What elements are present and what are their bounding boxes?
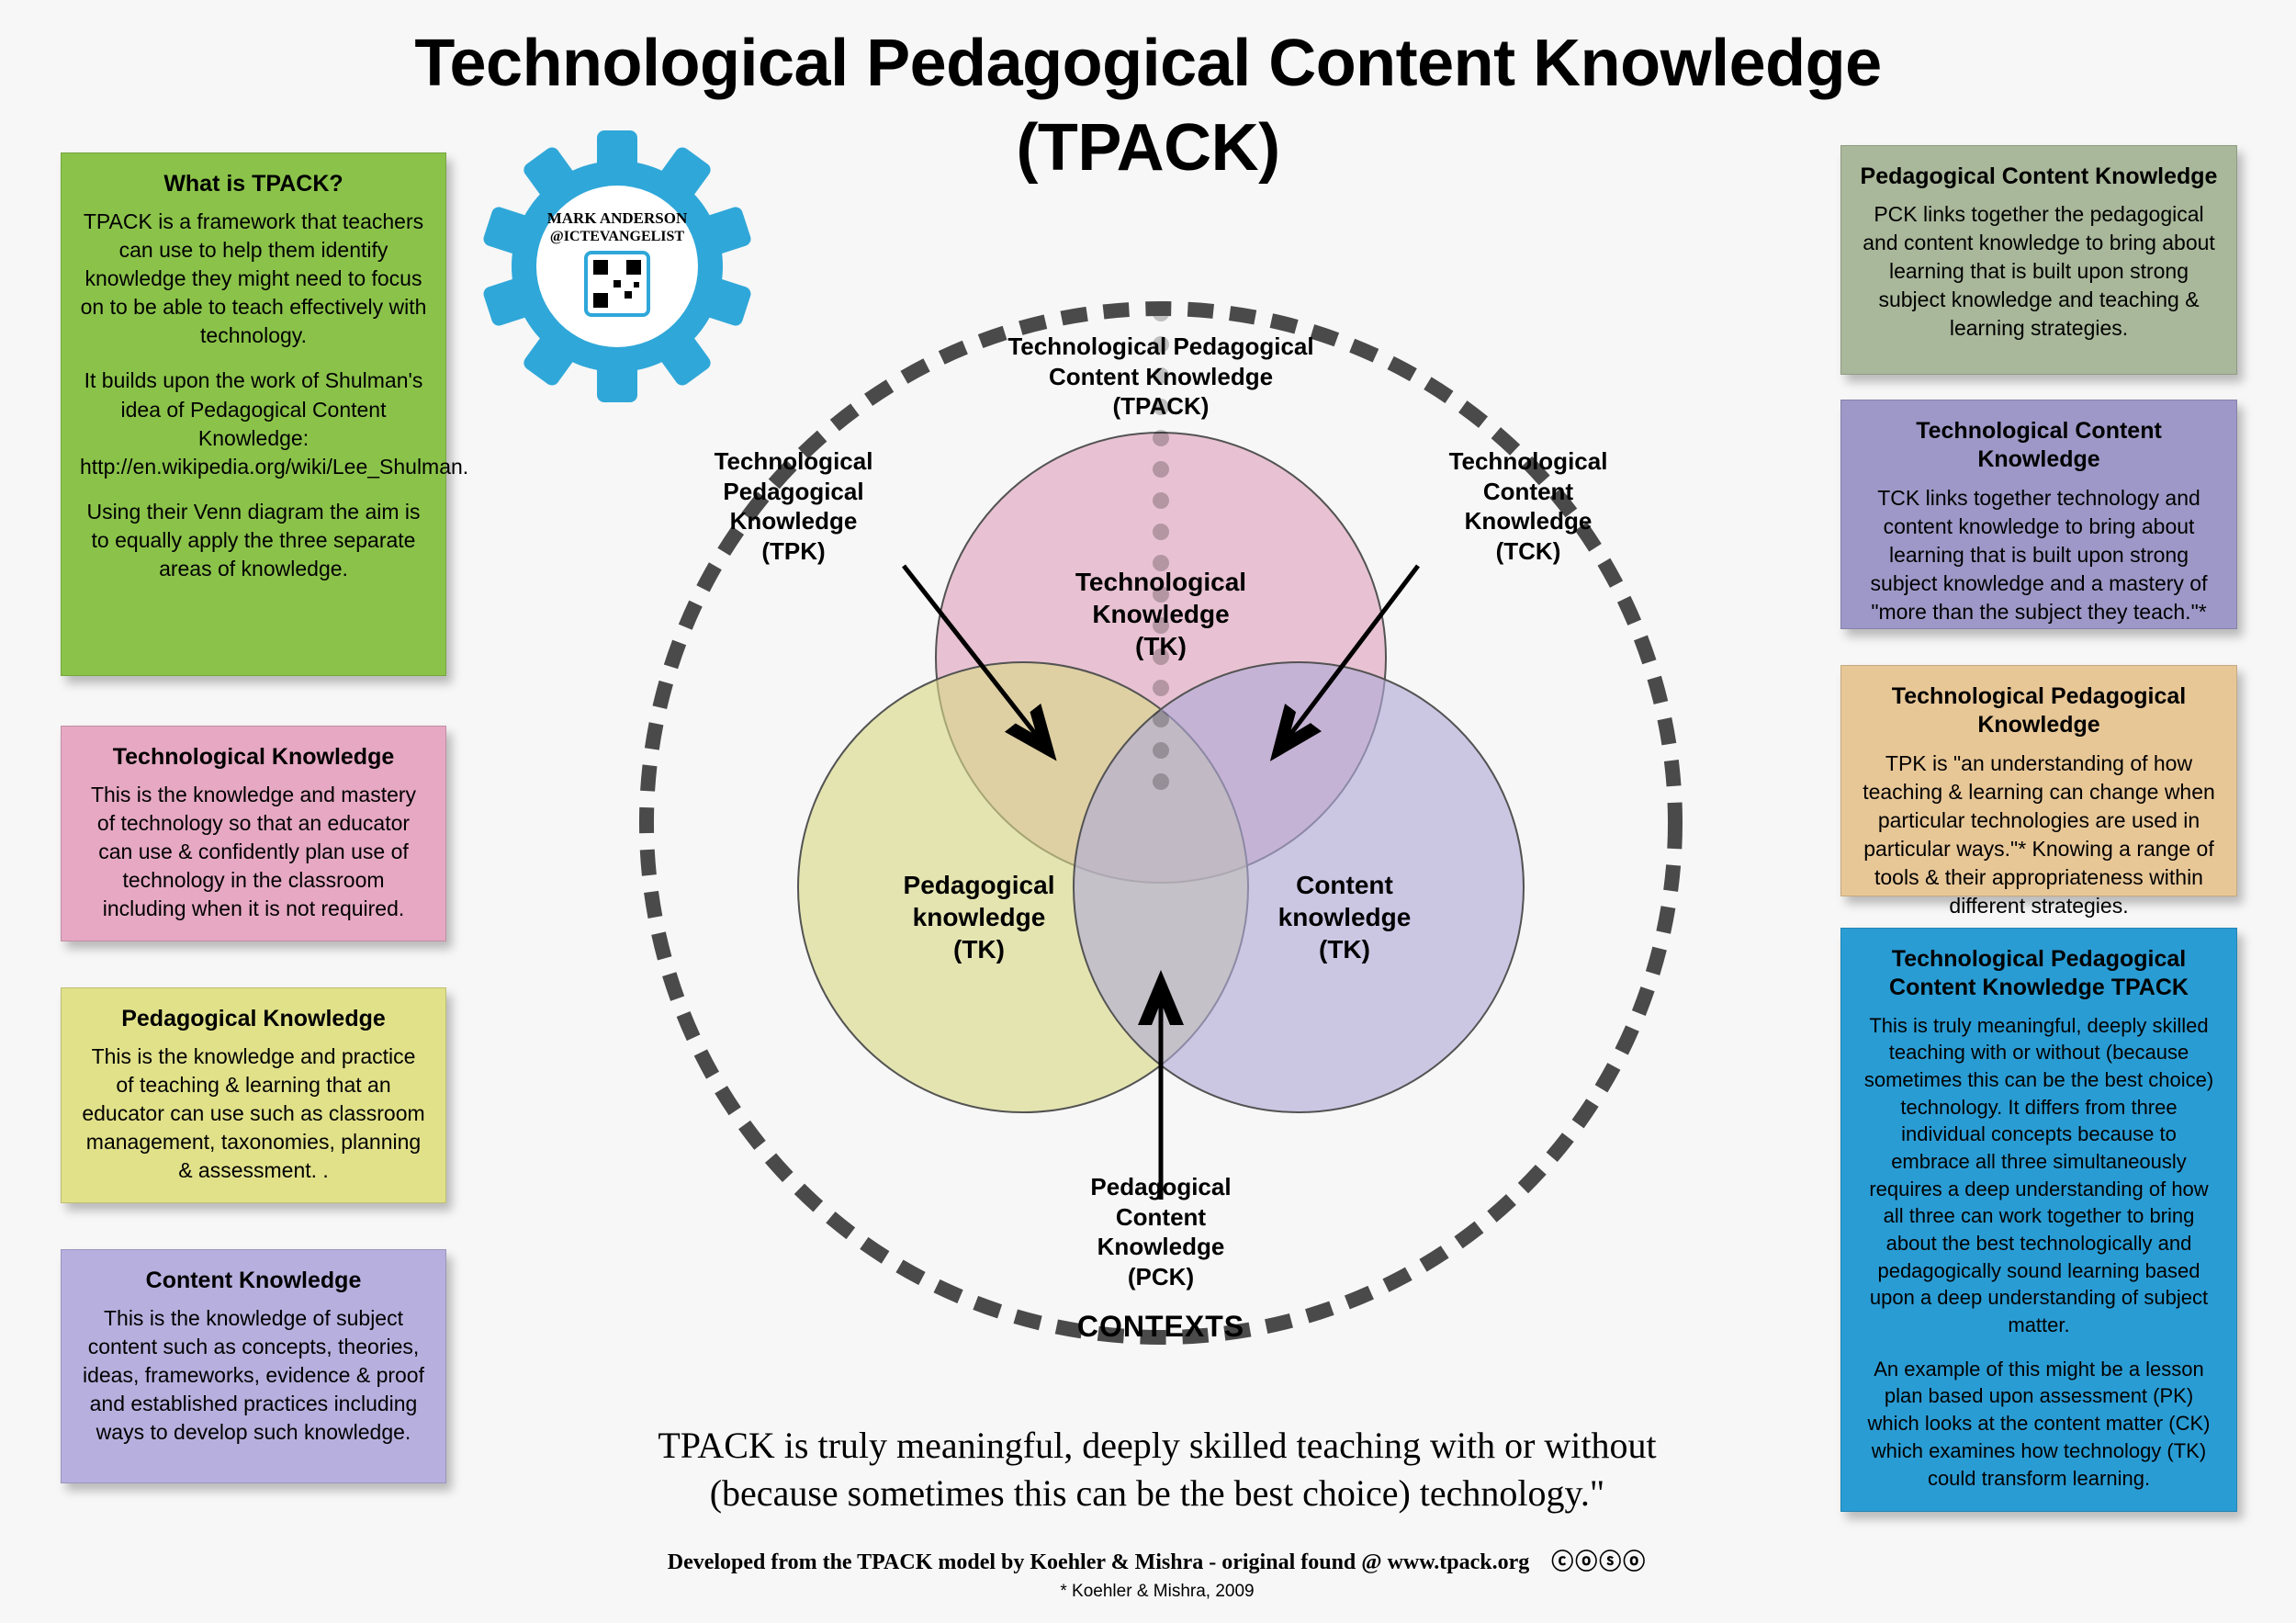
label-line: (TCK) [1409,536,1648,567]
card-text: This is the knowledge of subject content… [80,1304,427,1447]
credit-line: Developed from the TPACK model by Koehle… [514,1543,1800,1575]
label-line: Technological [674,446,913,477]
label-tpk: Technological Pedagogical Knowledge (TPK… [674,446,913,566]
card-title: Pedagogical Knowledge [80,1005,427,1033]
card-text: TPK is "an understanding of how teaching… [1860,750,2218,920]
card-body: This is the knowledge and practice of te… [80,1043,427,1185]
label-line: (PCK) [1041,1262,1280,1292]
card-text: TCK links together technology and conten… [1860,484,2218,626]
card-text: Using their Venn diagram the aim is to e… [80,498,427,583]
label-pck: Pedagogical Content Knowledge (PCK) [1041,1172,1280,1291]
author-name: MARK ANDERSON [479,209,755,228]
cc-icon: ⓒⓞⓢⓞ [1551,1550,1647,1574]
label-line: (TPK) [674,536,913,567]
label-line: Pedagogical [850,869,1108,901]
card-body: TCK links together technology and conten… [1860,484,2218,626]
label-line: Technological [1409,446,1648,477]
card-body: This is the knowledge of subject content… [80,1304,427,1447]
card-tpack: Technological Pedagogical Content Knowle… [1840,928,2237,1512]
label-tk: Technological Knowledge (TK) [1041,566,1280,662]
quote-line: (because sometimes this can be the best … [514,1470,1800,1517]
label-line: (TPACK) [968,391,1354,422]
label-line: Content [1409,477,1648,507]
label-tpack: Technological Pedagogical Content Knowle… [968,332,1354,422]
label-line: knowledge [850,901,1108,933]
card-title: What is TPACK? [80,170,427,198]
card-text: This is truly meaningful, deeply skilled… [1860,1012,2218,1339]
card-tk: Technological Knowledge This is the know… [61,726,446,941]
card-title: Technological Content Knowledge [1860,417,2218,475]
label-line: Pedagogical [1041,1172,1280,1202]
venn-diagram: Technological Pedagogical Content Knowle… [564,226,1758,1420]
card-body: PCK links together the pedagogical and c… [1860,200,2218,343]
credit-text: Developed from the TPACK model by Koehle… [668,1550,1530,1574]
card-body: TPACK is a framework that teachers can u… [80,208,427,583]
label-line: Content [1041,1202,1280,1233]
card-tck: Technological Content Knowledge TCK link… [1840,400,2237,629]
label-line: (TK) [850,933,1108,965]
label-line: Pedagogical [674,477,913,507]
card-title: Pedagogical Content Knowledge [1860,163,2218,191]
label-line: Knowledge [1041,598,1280,630]
card-pck: Pedagogical Content Knowledge PCK links … [1840,145,2237,375]
label-line: Technological [1041,566,1280,598]
card-body: TPK is "an understanding of how teaching… [1860,750,2218,920]
label-line: Content Knowledge [968,362,1354,392]
card-text: An example of this might be a lesson pla… [1860,1356,2218,1492]
card-text: PCK links together the pedagogical and c… [1860,200,2218,343]
card-title: Technological Knowledge [80,743,427,772]
card-title: Technological Pedagogical Content Knowle… [1860,945,2218,1003]
label-line: Knowledge [674,506,913,536]
card-text: This is the knowledge and practice of te… [80,1043,427,1185]
page-title-line1: Technological Pedagogical Content Knowle… [0,26,2296,101]
label-line: Technological Pedagogical [968,332,1354,362]
card-body: This is the knowledge and mastery of tec… [80,781,427,923]
label-line: Content [1225,869,1464,901]
card-text: This is the knowledge and mastery of tec… [80,781,427,923]
quote-line: TPACK is truly meaningful, deeply skille… [514,1422,1800,1470]
label-line: Knowledge [1041,1232,1280,1262]
label-line: (TK) [1225,933,1464,965]
card-text: TPACK is a framework that teachers can u… [80,208,427,350]
tpack-quote: TPACK is truly meaningful, deeply skille… [514,1422,1800,1517]
card-what-is-tpack: What is TPACK? TPACK is a framework that… [61,152,446,676]
card-tpk: Technological Pedagogical Knowledge TPK … [1840,665,2237,896]
card-text: It builds upon the work of Shulman's ide… [80,366,427,480]
footnote: * Koehler & Mishra, 2009 [514,1582,1800,1602]
label-line: (TK) [1041,630,1280,662]
card-body: This is truly meaningful, deeply skilled… [1860,1012,2218,1493]
card-title: Content Knowledge [80,1267,427,1295]
label-tck: Technological Content Knowledge (TCK) [1409,446,1648,566]
card-pk: Pedagogical Knowledge This is the knowle… [61,987,446,1203]
card-ck: Content Knowledge This is the knowledge … [61,1249,446,1483]
label-pk: Pedagogical knowledge (TK) [850,869,1108,965]
card-title: Technological Pedagogical Knowledge [1860,682,2218,740]
label-line: Knowledge [1409,506,1648,536]
label-contexts: CONTEXTS [1023,1308,1299,1345]
label-line: knowledge [1225,901,1464,933]
label-ck: Content knowledge (TK) [1225,869,1464,965]
